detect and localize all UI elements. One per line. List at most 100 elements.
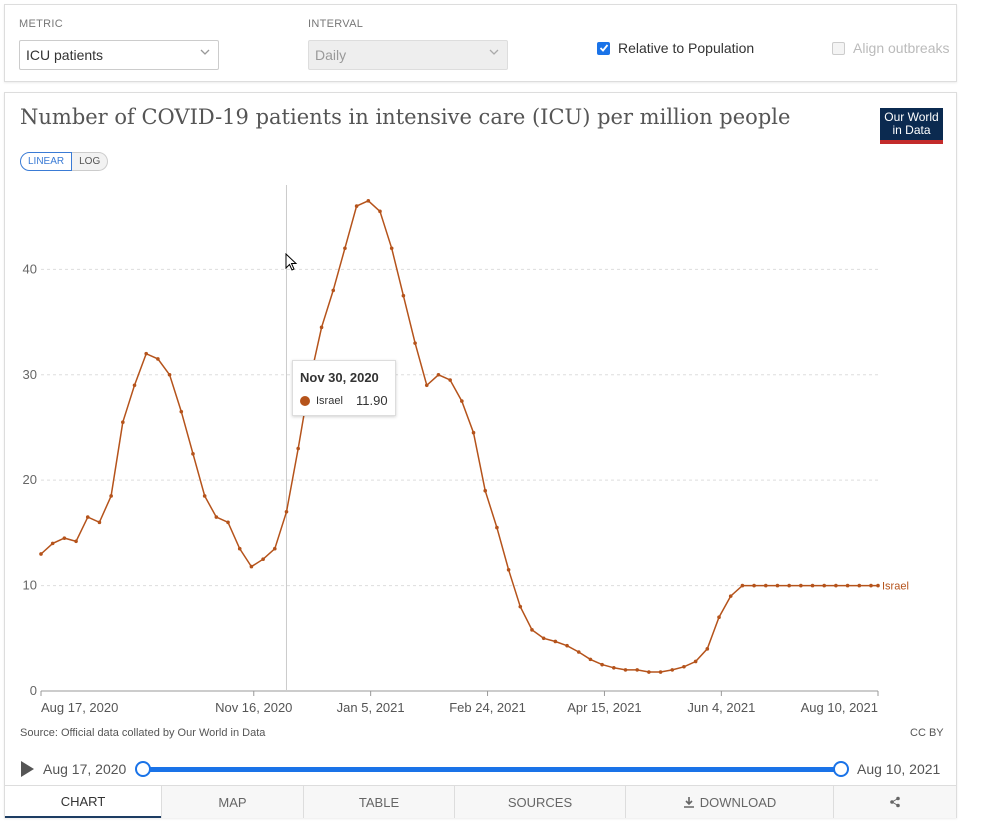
logo-line-2: in Data bbox=[892, 123, 931, 137]
x-tick-label: Nov 16, 2020 bbox=[215, 700, 292, 715]
data-point bbox=[109, 494, 113, 498]
data-point bbox=[436, 372, 441, 377]
checkbox-checked-icon[interactable] bbox=[597, 41, 610, 55]
data-point bbox=[179, 409, 184, 414]
data-point bbox=[50, 541, 55, 546]
data-point bbox=[752, 583, 756, 588]
download-icon bbox=[683, 797, 694, 808]
tab-download[interactable]: DOWNLOAD bbox=[625, 786, 833, 818]
interval-value: Daily bbox=[315, 47, 347, 63]
data-point bbox=[331, 288, 336, 293]
tab-table[interactable]: TABLE bbox=[303, 786, 454, 818]
data-point bbox=[647, 670, 651, 674]
data-point bbox=[728, 594, 733, 598]
scale-toggle: LINEAR LOG bbox=[20, 152, 109, 171]
data-point bbox=[682, 664, 686, 669]
data-point bbox=[144, 351, 149, 356]
tooltip-value: 11.90 bbox=[356, 393, 388, 408]
data-point bbox=[401, 293, 406, 298]
checkbox-unchecked-icon[interactable] bbox=[832, 41, 845, 55]
data-point bbox=[834, 583, 838, 588]
data-point bbox=[237, 546, 242, 551]
data-point bbox=[191, 452, 195, 456]
x-tick-label: Jan 5, 2021 bbox=[337, 700, 405, 715]
owid-logo[interactable]: Our World in Data bbox=[880, 108, 943, 144]
logo-line-1: Our World bbox=[884, 110, 939, 124]
tooltip-series-name: Israel bbox=[316, 395, 343, 407]
data-point bbox=[389, 246, 394, 251]
data-point bbox=[670, 668, 675, 672]
relative-label: Relative to Population bbox=[618, 40, 755, 56]
data-point bbox=[799, 583, 803, 588]
data-point bbox=[635, 668, 639, 672]
data-point bbox=[495, 525, 499, 530]
data-point bbox=[565, 643, 569, 648]
timeline-start-handle[interactable] bbox=[135, 761, 151, 777]
x-tick-label: Feb 24, 2021 bbox=[449, 700, 526, 715]
linear-scale-button[interactable]: LINEAR bbox=[20, 152, 73, 171]
metric-label: METRIC bbox=[19, 18, 63, 30]
tab-sources[interactable]: SOURCES bbox=[454, 786, 625, 818]
x-tick-label: Aug 10, 2021 bbox=[801, 700, 878, 715]
data-point bbox=[693, 659, 698, 664]
license-link[interactable]: CC BY bbox=[910, 727, 944, 739]
data-point bbox=[576, 650, 581, 654]
data-point bbox=[249, 564, 254, 569]
source-note[interactable]: Source: Official data collated by Our Wo… bbox=[20, 727, 266, 739]
timeline-track[interactable] bbox=[143, 767, 843, 772]
data-point bbox=[471, 430, 476, 435]
data-point bbox=[810, 583, 815, 588]
interval-select[interactable]: Daily bbox=[308, 40, 508, 70]
data-point bbox=[541, 636, 546, 641]
y-tick-label: 20 bbox=[23, 472, 37, 487]
play-icon[interactable] bbox=[21, 761, 34, 777]
align-label: Align outbreaks bbox=[853, 40, 950, 56]
data-point bbox=[214, 515, 219, 519]
data-point bbox=[600, 662, 604, 667]
data-point bbox=[354, 204, 359, 208]
data-point bbox=[39, 552, 43, 556]
data-point bbox=[623, 668, 628, 672]
tab-chart[interactable]: CHART bbox=[5, 786, 161, 818]
data-point bbox=[763, 583, 768, 588]
data-point bbox=[612, 666, 616, 670]
timeline-end-handle[interactable] bbox=[833, 761, 849, 777]
controls-bar: METRIC ICU patients INTERVAL Daily Relat… bbox=[4, 4, 957, 82]
tab-bar: CHART MAP TABLE SOURCES DOWNLOAD bbox=[5, 785, 956, 818]
data-point bbox=[876, 583, 880, 588]
y-tick-label: 10 bbox=[23, 578, 37, 593]
tooltip-date: Nov 30, 2020 bbox=[300, 370, 379, 385]
data-point bbox=[775, 583, 780, 588]
data-point bbox=[506, 567, 511, 572]
data-point bbox=[448, 378, 452, 382]
series-color-dot bbox=[300, 396, 310, 406]
data-point bbox=[378, 209, 382, 214]
share-icon bbox=[890, 796, 900, 808]
series-end-label: Israel bbox=[882, 581, 909, 593]
data-point bbox=[97, 520, 102, 525]
data-point bbox=[202, 494, 207, 498]
chart-card: Number of COVID-19 patients in intensive… bbox=[4, 92, 957, 818]
data-point bbox=[132, 383, 137, 388]
data-point bbox=[74, 539, 78, 544]
tab-map[interactable]: MAP bbox=[161, 786, 303, 818]
metric-select[interactable]: ICU patients bbox=[19, 40, 219, 70]
x-tick-label: Aug 17, 2020 bbox=[41, 700, 118, 715]
chart-plot[interactable]: 0 10 20 30 40 Aug 17, 2020 Nov 16, 2020 Jan 5, … bbox=[5, 185, 956, 715]
tab-share[interactable] bbox=[833, 786, 956, 818]
data-point bbox=[226, 520, 230, 525]
hover-tooltip: Nov 30, 2020 Israel 11.90 bbox=[292, 360, 396, 416]
data-point bbox=[85, 515, 90, 519]
align-outbreaks-toggle[interactable]: Align outbreaks bbox=[832, 40, 950, 56]
relative-to-population-toggle[interactable]: Relative to Population bbox=[597, 40, 754, 56]
data-point bbox=[296, 446, 300, 451]
mouse-cursor-icon bbox=[285, 253, 298, 271]
data-point bbox=[424, 383, 429, 388]
data-point bbox=[156, 357, 160, 361]
metric-value: ICU patients bbox=[26, 47, 104, 63]
data-point bbox=[483, 488, 488, 493]
data-point bbox=[413, 341, 417, 345]
log-scale-button[interactable]: LOG bbox=[72, 152, 109, 171]
data-point bbox=[319, 325, 324, 330]
data-point bbox=[740, 583, 745, 588]
